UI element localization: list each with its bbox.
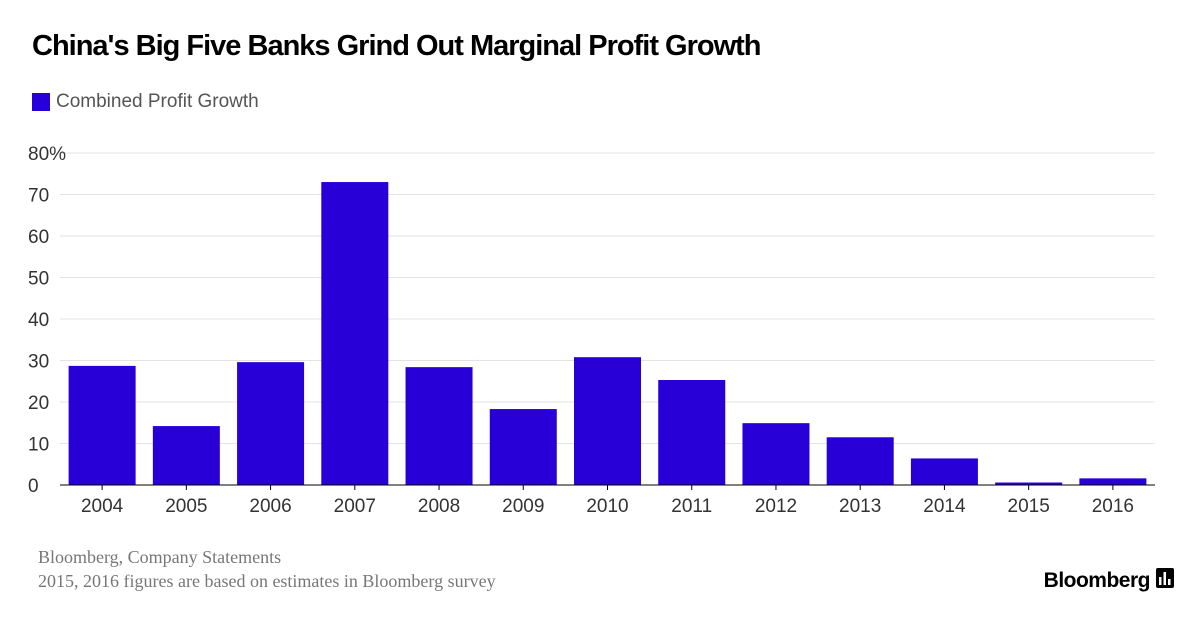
chart-title: China's Big Five Banks Grind Out Margina… bbox=[32, 30, 761, 63]
bar-2016 bbox=[1079, 478, 1146, 485]
source-line-2: 2015, 2016 figures are based on estimate… bbox=[38, 569, 496, 593]
x-tick-label: 2008 bbox=[418, 496, 460, 517]
x-tick-label: 2011 bbox=[671, 496, 712, 517]
legend-label: Combined Profit Growth bbox=[56, 91, 259, 113]
bar-chart: 0 10 20 30 40 50 60 70 80% 2004 2005 2006 2007 2008 20… bbox=[0, 130, 1200, 530]
y-tick-label: 70 bbox=[28, 186, 49, 207]
x-tick-label: 2006 bbox=[249, 496, 291, 517]
x-tick-label: 2016 bbox=[1092, 496, 1134, 517]
bar-2011 bbox=[658, 380, 725, 485]
bloomberg-logo: Bloomberg bbox=[1044, 568, 1174, 593]
y-tick-label: 60 bbox=[28, 227, 49, 248]
bar-2008 bbox=[406, 367, 473, 485]
x-tick-label: 2014 bbox=[923, 496, 966, 517]
y-tick-label: 0 bbox=[28, 476, 39, 497]
x-tick-label: 2004 bbox=[81, 496, 124, 517]
legend-swatch bbox=[32, 93, 50, 111]
y-tick-label: 50 bbox=[28, 269, 49, 290]
source-line-1: Bloomberg, Company Statements bbox=[38, 545, 496, 569]
bar-2010 bbox=[574, 357, 641, 485]
x-tick-label: 2007 bbox=[334, 496, 376, 517]
x-tick-label: 2012 bbox=[755, 496, 797, 517]
legend: Combined Profit Growth bbox=[32, 90, 259, 114]
bar-2014 bbox=[911, 458, 978, 485]
bar-2007 bbox=[321, 182, 388, 485]
bar-2005 bbox=[153, 426, 220, 485]
x-tick-label: 2005 bbox=[165, 496, 207, 517]
y-tick-label: 20 bbox=[28, 393, 49, 414]
bloomberg-chart-icon bbox=[1156, 568, 1174, 593]
bar-2004 bbox=[69, 366, 136, 485]
bar-2012 bbox=[742, 423, 809, 485]
y-tick-label: 30 bbox=[28, 352, 49, 373]
y-tick-label: 40 bbox=[28, 310, 49, 331]
y-tick-label: 10 bbox=[28, 435, 49, 456]
x-tick-label: 2013 bbox=[839, 496, 881, 517]
bar-2013 bbox=[827, 437, 894, 485]
x-tick-label: 2015 bbox=[1008, 496, 1050, 517]
logo-text: Bloomberg bbox=[1044, 569, 1150, 593]
bar-2009 bbox=[490, 409, 557, 485]
bar-2006 bbox=[237, 362, 304, 485]
source-note: Bloomberg, Company Statements 2015, 2016… bbox=[38, 545, 496, 593]
y-tick-label: 80% bbox=[28, 144, 66, 165]
x-tick-label: 2010 bbox=[586, 496, 628, 517]
x-tick-label: 2009 bbox=[502, 496, 544, 517]
